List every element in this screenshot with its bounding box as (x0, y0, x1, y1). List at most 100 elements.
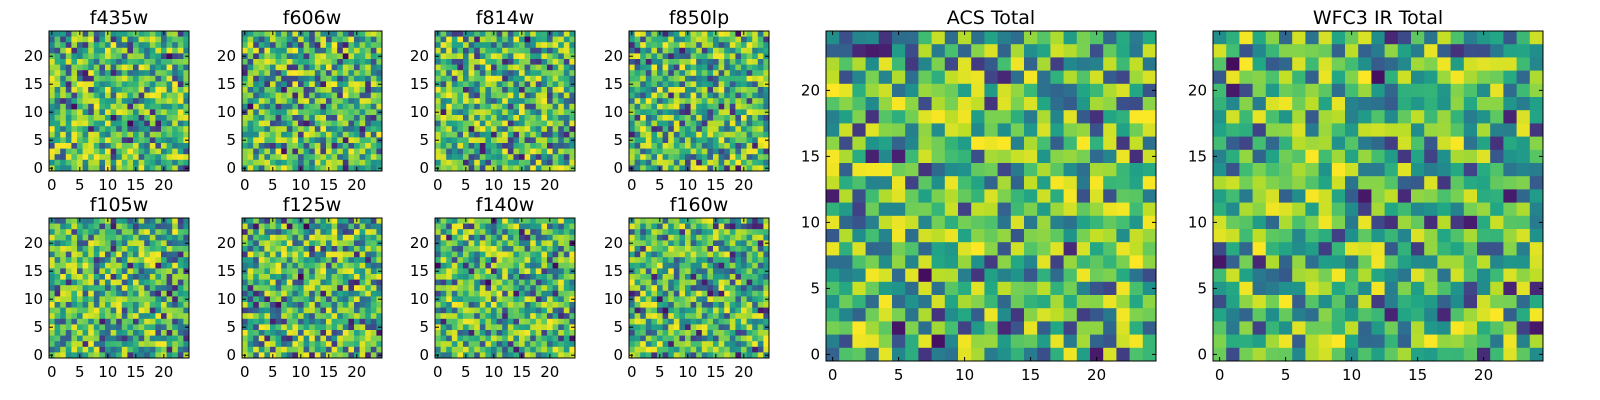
heatmap-cell (729, 154, 736, 161)
heatmap-cell (161, 279, 167, 286)
x-tick-label: 20 (734, 176, 753, 194)
heatmap-cell (519, 223, 525, 230)
heatmap-cell (110, 59, 117, 65)
heatmap-cell (314, 234, 321, 241)
heatmap-cell (326, 234, 332, 241)
heatmap-cell (491, 268, 497, 275)
heatmap-cell (468, 296, 475, 303)
heatmap-cell (309, 87, 316, 93)
heatmap-cell (524, 324, 531, 331)
heatmap-cell (530, 64, 537, 71)
heatmap-cell (735, 165, 742, 172)
heatmap-cell (314, 274, 321, 280)
heatmap-cell (320, 70, 327, 77)
heatmap-cell (651, 109, 658, 116)
heatmap-cell (724, 92, 731, 99)
heatmap-cell (144, 53, 151, 60)
heatmap-cell (144, 131, 151, 138)
heatmap-cell (99, 137, 106, 144)
heatmap-cell (281, 148, 288, 155)
heatmap-cell (183, 98, 190, 105)
heatmap-cell (757, 81, 764, 88)
heatmap-cell (485, 59, 492, 65)
heatmap-cell (320, 302, 327, 308)
heatmap-cell (144, 307, 151, 314)
heatmap-cell (457, 92, 464, 99)
heatmap-cell (242, 115, 248, 121)
heatmap-cell (105, 223, 111, 230)
heatmap-cell (507, 87, 514, 93)
heatmap-cell (634, 70, 641, 77)
heatmap-cell (558, 70, 565, 77)
heatmap-cell (474, 302, 481, 308)
heatmap-cell (662, 75, 669, 82)
heatmap-cell (651, 268, 658, 275)
heatmap-cell (348, 335, 355, 342)
heatmap-cell (645, 92, 652, 99)
heatmap-cell (685, 81, 691, 88)
heatmap-cell (309, 59, 316, 65)
heatmap-cell (172, 352, 179, 359)
heatmap-cell (696, 103, 703, 110)
heatmap-cell (690, 36, 697, 43)
heatmap-cell (524, 64, 531, 71)
heatmap-cell (513, 31, 520, 37)
heatmap-cell (242, 131, 248, 138)
heatmap-cell (247, 81, 254, 88)
heatmap-cell (524, 103, 531, 110)
heatmap-cell (93, 251, 100, 258)
heatmap-cell (264, 143, 271, 149)
heatmap-cell (99, 64, 106, 71)
heatmap-cell (491, 324, 497, 331)
heatmap-cell (485, 262, 492, 269)
heatmap-cell (365, 126, 372, 133)
heatmap-cell (690, 234, 697, 241)
heatmap-cell (457, 126, 464, 133)
heatmap-cell (93, 98, 100, 105)
heatmap-cell (303, 59, 310, 65)
heatmap-cell (326, 98, 332, 105)
heatmap-cell (314, 262, 321, 269)
heatmap-cell (376, 92, 383, 99)
heatmap-cell (309, 115, 316, 121)
heatmap-cell (331, 98, 338, 105)
heatmap-cell (298, 36, 304, 43)
x-tick-label: 0 (240, 363, 250, 381)
heatmap-cell (359, 126, 366, 133)
heatmap-cell (541, 98, 548, 105)
heatmap-cell (679, 251, 686, 258)
heatmap-cell (535, 341, 542, 348)
heatmap-cell (645, 115, 652, 121)
heatmap-cell (270, 120, 276, 127)
heatmap-cell (457, 296, 464, 303)
heatmap-cell (541, 148, 548, 155)
heatmap-cell (314, 59, 321, 65)
heatmap-cell (365, 229, 372, 236)
heatmap-cell (105, 126, 111, 133)
heatmap-cell (309, 307, 316, 314)
heatmap-cell (121, 268, 128, 275)
heatmap-cell (496, 70, 503, 77)
heatmap-cell (337, 109, 344, 116)
heatmap-cell (326, 324, 332, 331)
heatmap-cell (292, 240, 299, 247)
heatmap-cell (286, 352, 293, 359)
axes-frame (241, 30, 383, 172)
heatmap-cell (673, 115, 680, 121)
heatmap-cell (662, 126, 669, 133)
heatmap-cell (348, 131, 355, 138)
heatmap-cell (690, 143, 697, 149)
heatmap-cell (93, 218, 100, 224)
heatmap-cell (690, 92, 697, 99)
heatmap-cell (71, 330, 78, 336)
heatmap-cell (77, 240, 83, 247)
heatmap-cell (690, 246, 697, 252)
heatmap-cell (342, 36, 349, 43)
heatmap-cell (359, 92, 366, 99)
heatmap-cell (530, 302, 537, 308)
heatmap-cell (133, 109, 139, 116)
heatmap-cell (354, 330, 360, 336)
heatmap-cell (519, 81, 525, 88)
heatmap-cell (161, 341, 167, 348)
